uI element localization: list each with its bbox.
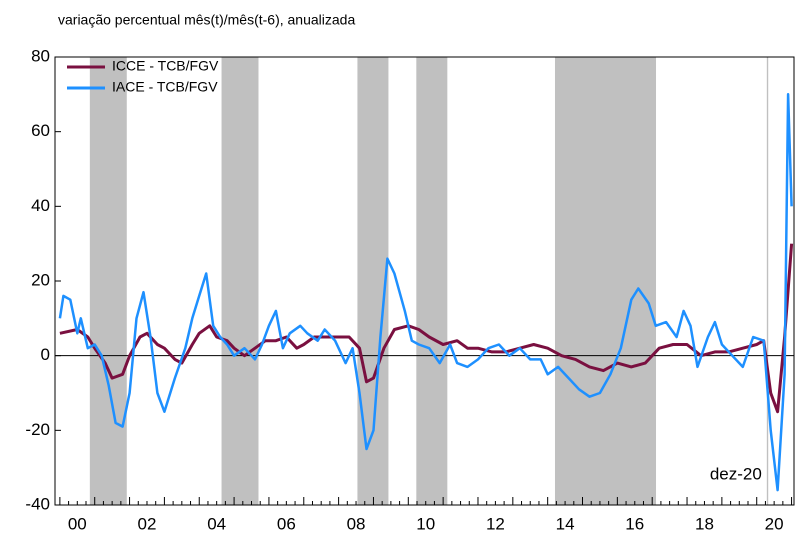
- y-tick-label: -20: [25, 420, 50, 439]
- legend-label: IACE - TCB/FGV: [112, 79, 218, 95]
- x-tick-label: 04: [207, 514, 226, 533]
- shaded-band: [89, 57, 127, 505]
- x-tick-label: 20: [765, 514, 784, 533]
- x-tick-label: 02: [138, 514, 157, 533]
- shaded-band: [357, 57, 389, 505]
- x-tick-label: 18: [695, 514, 714, 533]
- y-tick-label: 0: [41, 345, 50, 364]
- plot-frame: [54, 56, 795, 506]
- x-tick-label: 08: [347, 514, 366, 533]
- y-tick-label: 80: [31, 46, 50, 65]
- x-tick-label: 12: [486, 514, 505, 533]
- x-tick-label: 06: [277, 514, 296, 533]
- series-line: [58, 93, 793, 492]
- shaded-band: [766, 57, 769, 505]
- y-tick-label: 20: [31, 270, 50, 289]
- shaded-band: [554, 57, 657, 505]
- x-tick-label: 16: [625, 514, 644, 533]
- x-tick-label: 14: [556, 514, 575, 533]
- subtitle: variação percentual mês(t)/mês(t-6), anu…: [58, 12, 355, 28]
- shaded-band: [221, 57, 259, 505]
- y-tick-label: -40: [25, 494, 50, 513]
- x-tick-label: 00: [68, 514, 87, 533]
- legend-label: ICCE - TCB/FGV: [112, 58, 219, 74]
- annotation: dez-20: [710, 465, 762, 484]
- shaded-band: [416, 57, 448, 505]
- y-tick-label: 60: [31, 121, 50, 140]
- x-tick-label: 10: [416, 514, 435, 533]
- y-tick-label: 40: [31, 196, 50, 215]
